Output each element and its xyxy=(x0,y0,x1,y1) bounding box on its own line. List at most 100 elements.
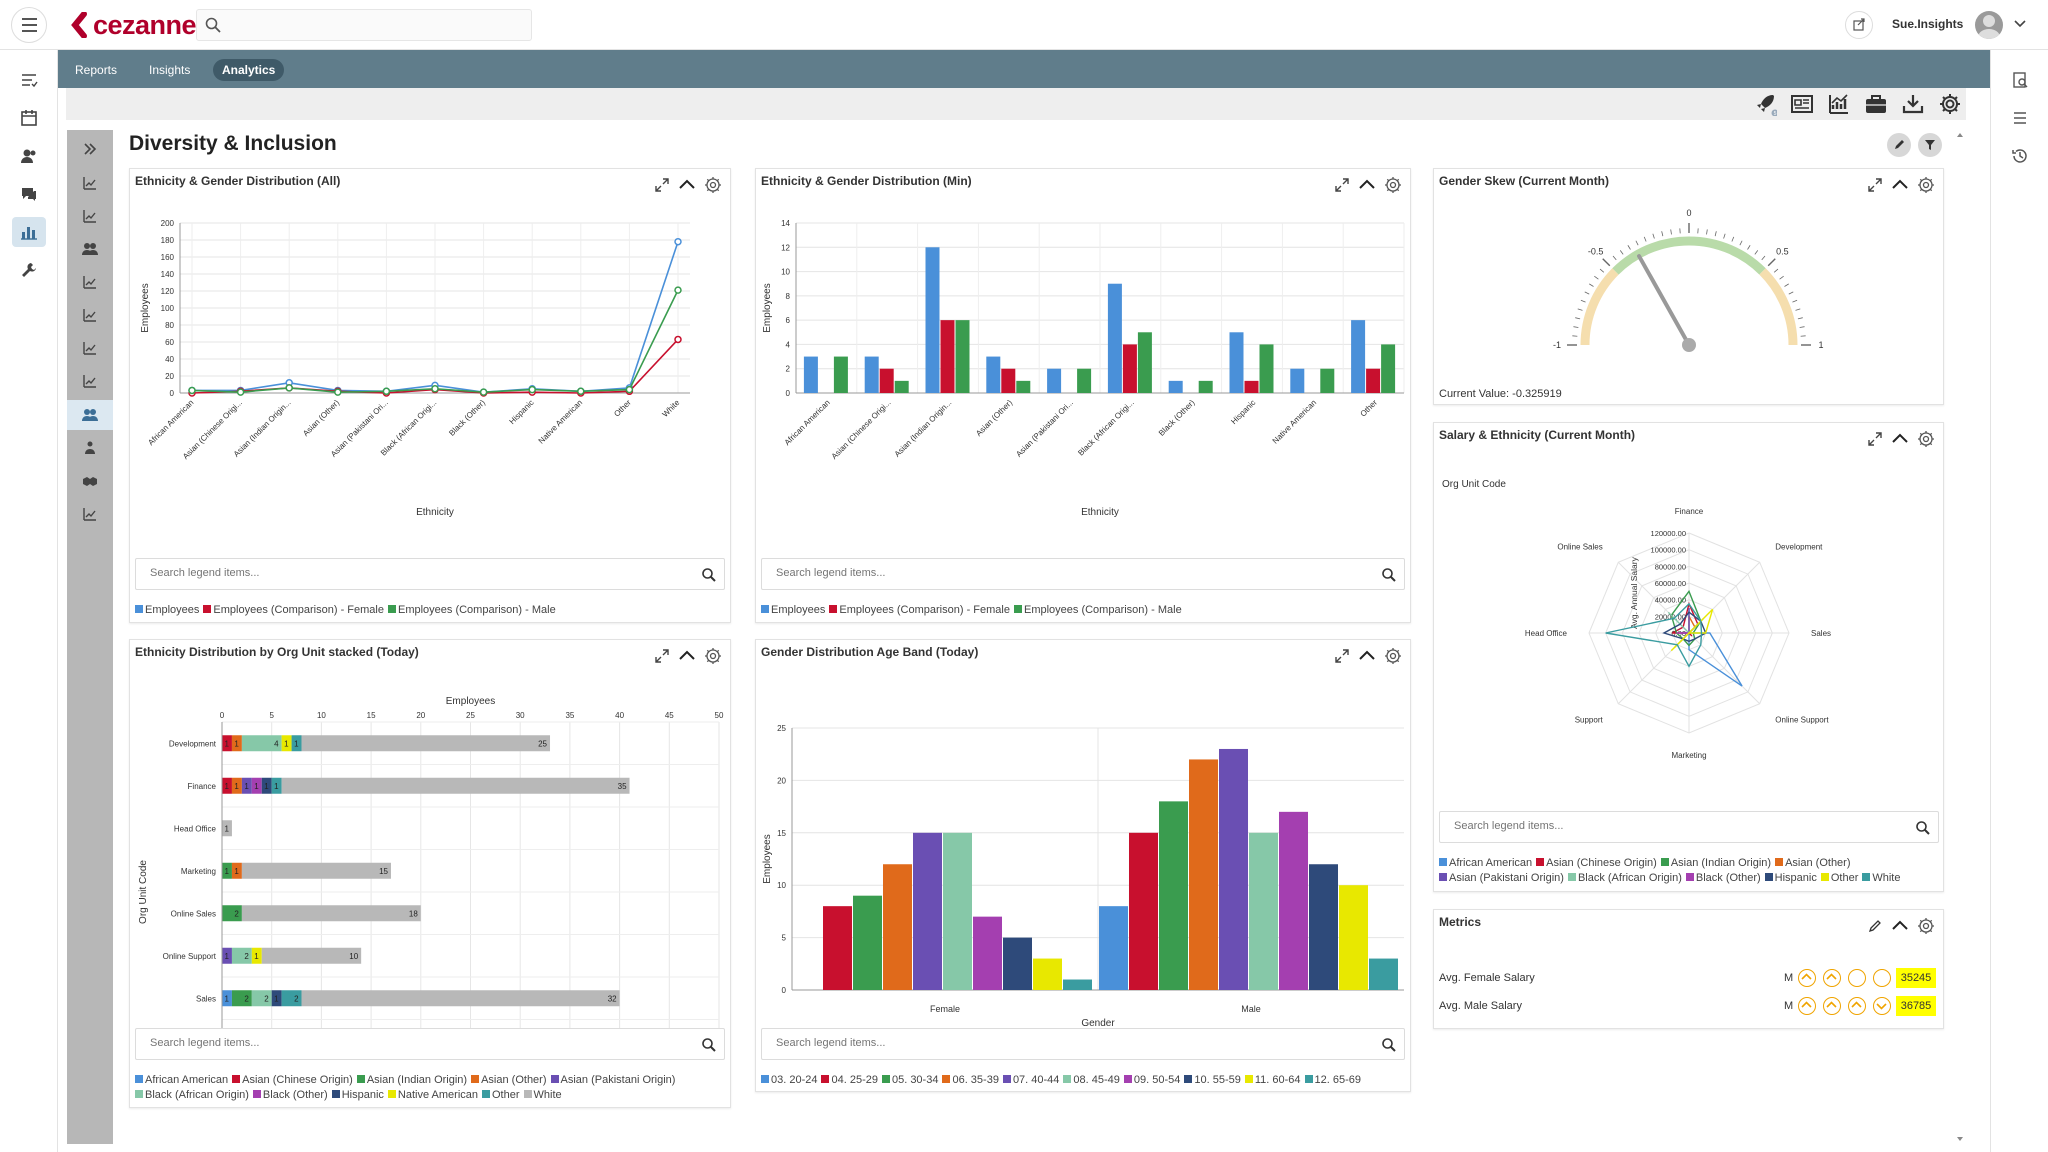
list-icon[interactable] xyxy=(2008,106,2032,130)
expand-icon[interactable] xyxy=(654,177,670,193)
search-icon[interactable] xyxy=(1382,568,1396,582)
legend-item[interactable]: Other xyxy=(1820,871,1858,886)
legend-search-field[interactable] xyxy=(135,1028,725,1060)
search-icon[interactable] xyxy=(1916,821,1930,835)
settings-gear-icon[interactable] xyxy=(1938,92,1962,116)
chevron-up-icon[interactable] xyxy=(1358,177,1376,193)
user-name[interactable]: Sue.Insights xyxy=(1892,17,1964,31)
newspaper-icon[interactable] xyxy=(1790,92,1814,116)
legend-search-input[interactable] xyxy=(148,566,619,580)
legend-item[interactable]: Employees (Comparison) - Male xyxy=(387,603,556,618)
legend-item[interactable]: 06. 35-39 xyxy=(942,1073,999,1088)
legend-item[interactable]: Employees xyxy=(135,603,199,618)
sidebar-diversity-icon[interactable] xyxy=(67,400,113,430)
legend-item[interactable]: Employees (Comparison) - Male xyxy=(1013,603,1182,618)
gear-icon[interactable] xyxy=(704,176,722,194)
legend-item[interactable]: Asian (Pakistani Origin) xyxy=(1439,871,1564,886)
page-scrollbar[interactable] xyxy=(1955,130,1965,1144)
legend-search-field[interactable] xyxy=(761,1028,1405,1060)
search-icon[interactable] xyxy=(1382,1038,1396,1052)
chat-icon[interactable] xyxy=(17,182,41,206)
tab-reports[interactable]: Reports xyxy=(75,63,118,77)
legend-item[interactable]: Asian (Indian Origin) xyxy=(1660,856,1771,871)
legend-item[interactable]: White xyxy=(523,1088,562,1103)
history-icon[interactable] xyxy=(2008,144,2032,168)
legend-item[interactable]: Asian (Other) xyxy=(471,1073,547,1088)
gear-icon[interactable] xyxy=(1917,917,1935,935)
hamburger-menu-icon[interactable] xyxy=(11,7,47,43)
legend-item[interactable]: Employees (Comparison) - Female xyxy=(829,603,1010,618)
legend-search-input[interactable] xyxy=(774,566,1288,580)
gear-icon[interactable] xyxy=(1384,176,1402,194)
expand-icon[interactable] xyxy=(1867,177,1883,193)
brand-logo[interactable]: cezanne xyxy=(70,10,197,40)
legend-item[interactable]: African American xyxy=(1439,856,1532,871)
document-search-icon[interactable] xyxy=(2008,68,2032,92)
chevron-up-icon[interactable] xyxy=(678,648,696,664)
tab-analytics[interactable]: Analytics xyxy=(213,59,285,81)
gear-icon[interactable] xyxy=(1384,647,1402,665)
sidebar-chart-icon[interactable] xyxy=(79,337,101,359)
sidebar-chart-icon[interactable] xyxy=(79,205,101,227)
expand-icon[interactable] xyxy=(1334,648,1350,664)
legend-item[interactable]: Asian (Indian Origin) xyxy=(356,1073,467,1088)
analytics-icon[interactable] xyxy=(12,217,46,247)
wrench-icon[interactable] xyxy=(17,258,41,282)
legend-item[interactable]: African American xyxy=(135,1073,228,1088)
sidebar-chart-icon[interactable] xyxy=(79,172,101,194)
tasks-icon[interactable] xyxy=(17,68,41,92)
legend-item[interactable]: 09. 50-54 xyxy=(1123,1073,1180,1088)
rocket-icon[interactable]: 5 xyxy=(1753,92,1777,116)
avatar[interactable] xyxy=(1975,11,2003,39)
gear-icon[interactable] xyxy=(1917,176,1935,194)
legend-item[interactable]: 11. 60-64 xyxy=(1244,1073,1301,1088)
expand-icon[interactable] xyxy=(1334,177,1350,193)
legend-item[interactable]: Black (Other) xyxy=(252,1088,328,1103)
legend-item[interactable]: 07. 40-44 xyxy=(1002,1073,1059,1088)
open-external-button[interactable] xyxy=(1845,11,1873,39)
legend-item[interactable]: 10. 55-59 xyxy=(1184,1073,1241,1088)
chevron-up-icon[interactable] xyxy=(1891,431,1909,447)
search-icon[interactable] xyxy=(702,1038,716,1052)
sidebar-chart-icon[interactable] xyxy=(79,271,101,293)
chevron-up-icon[interactable] xyxy=(1891,918,1909,934)
expand-icon[interactable] xyxy=(1867,431,1883,447)
legend-item[interactable]: Asian (Other) xyxy=(1775,856,1851,871)
sidebar-chart-icon[interactable] xyxy=(79,304,101,326)
tab-insights[interactable]: Insights xyxy=(149,63,191,77)
pencil-icon[interactable] xyxy=(1867,918,1883,934)
legend-item[interactable]: Hispanic xyxy=(331,1088,384,1103)
gear-icon[interactable] xyxy=(1917,430,1935,448)
calendar-icon[interactable] xyxy=(17,106,41,130)
legend-item[interactable]: 04. 25-29 xyxy=(821,1073,878,1088)
chevron-down-icon[interactable] xyxy=(2012,15,2028,31)
chevron-up-icon[interactable] xyxy=(1891,177,1909,193)
expand-chevrons-icon[interactable] xyxy=(79,138,101,160)
search-icon[interactable] xyxy=(702,568,716,582)
chevron-up-icon[interactable] xyxy=(678,177,696,193)
legend-item[interactable]: Black (African Origin) xyxy=(135,1088,249,1103)
legend-item[interactable]: Other xyxy=(482,1088,520,1103)
filter-button[interactable] xyxy=(1918,133,1942,157)
chevron-up-icon[interactable] xyxy=(1358,648,1376,664)
global-search-input[interactable] xyxy=(196,9,532,41)
edit-dashboard-button[interactable] xyxy=(1887,133,1911,157)
expand-icon[interactable] xyxy=(654,648,670,664)
chart-trend-icon[interactable] xyxy=(1827,92,1851,116)
legend-item[interactable]: 03. 20-24 xyxy=(761,1073,817,1088)
gear-icon[interactable] xyxy=(704,647,722,665)
legend-item[interactable]: Asian (Pakistani Origin) xyxy=(550,1073,675,1088)
legend-search-input[interactable] xyxy=(148,1036,619,1050)
sidebar-people-icon[interactable] xyxy=(79,238,101,260)
people-icon[interactable] xyxy=(17,144,41,168)
legend-search-field[interactable] xyxy=(761,558,1405,590)
legend-item[interactable]: 12. 65-69 xyxy=(1304,1073,1361,1088)
legend-item[interactable]: Native American xyxy=(387,1088,478,1103)
legend-item[interactable]: Employees xyxy=(761,603,825,618)
legend-item[interactable]: Asian (Chinese Origin) xyxy=(1536,856,1657,871)
sidebar-chart-icon[interactable] xyxy=(79,370,101,392)
legend-item[interactable]: Asian (Chinese Origin) xyxy=(232,1073,353,1088)
sidebar-handshake-icon[interactable] xyxy=(79,470,101,492)
briefcase-icon[interactable] xyxy=(1864,92,1888,116)
legend-search-field[interactable] xyxy=(1439,811,1939,843)
